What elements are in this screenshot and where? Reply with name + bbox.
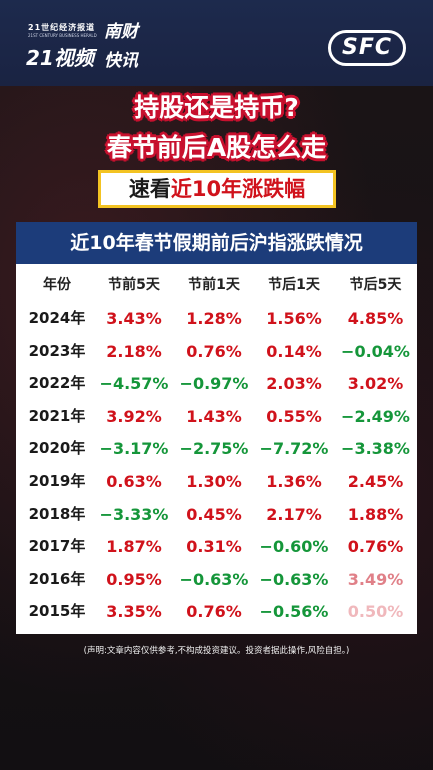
header-post5: 节后5天 bbox=[349, 277, 402, 293]
cell-post5: 2.45% bbox=[347, 472, 404, 491]
cell-pre5: 1.87% bbox=[106, 537, 162, 557]
disclaimer: (声明:文章内容仅供参考,不构成投资建议。投资者据此操作,风险自担。) bbox=[83, 646, 350, 656]
cell-pre5: −3.33% bbox=[99, 504, 169, 524]
cell-pre1: 0.76% bbox=[186, 602, 242, 622]
cell-pre1: 1.28% bbox=[186, 309, 242, 328]
table-row: 2019年 0.63% 1.30% 1.36% 2.45% bbox=[16, 465, 417, 498]
row-year: 2015年 bbox=[28, 602, 86, 621]
cell-pre1: 1.30% bbox=[186, 472, 242, 491]
row-year: 2016年 bbox=[28, 569, 86, 588]
brand-nancai: 南财 bbox=[104, 22, 138, 42]
row-year: 2023年 bbox=[28, 341, 86, 360]
cell-pre5: −3.17% bbox=[99, 439, 169, 459]
cell-post5: 0.76% bbox=[347, 537, 404, 557]
quick-look-prefix: 速看 bbox=[128, 177, 171, 201]
table-row: 2020年 −3.17% −2.75% −7.72% −3.38% bbox=[16, 432, 417, 465]
cell-pre1: 1.43% bbox=[186, 406, 242, 426]
row-year: 2021年 bbox=[28, 406, 86, 425]
row-year: 2019年 bbox=[28, 472, 86, 490]
cell-post1: −0.63% bbox=[259, 569, 329, 589]
table-row: 2023年 2.18% 0.76% 0.14% −0.04% bbox=[16, 335, 417, 368]
header-band bbox=[0, 0, 433, 86]
header-pre5: 节前5天 bbox=[108, 277, 160, 293]
cell-pre1: −0.97% bbox=[179, 374, 249, 394]
cell-pre1: 0.76% bbox=[186, 341, 242, 361]
brand-line1: 21世纪经济报道 bbox=[28, 23, 96, 32]
cell-post5: −2.49% bbox=[341, 406, 410, 426]
row-year: 2018年 bbox=[28, 504, 86, 523]
cell-post1: 0.55% bbox=[266, 406, 322, 426]
table-row: 2018年 −3.33% 0.45% 2.17% 1.88% bbox=[16, 498, 417, 531]
brand-video: 21视频 bbox=[26, 46, 94, 70]
row-year: 2024年 bbox=[28, 309, 86, 327]
cell-post5: 1.88% bbox=[347, 504, 404, 524]
quick-look-highlight: 近10年涨跌幅 bbox=[170, 177, 306, 201]
row-year: 2022年 bbox=[28, 374, 86, 393]
cell-pre5: 3.43% bbox=[106, 309, 162, 328]
cell-pre1: 0.45% bbox=[186, 504, 242, 524]
header-year: 年份 bbox=[43, 277, 71, 293]
cell-pre5: 2.18% bbox=[106, 341, 162, 361]
brand-kuaixun: 快讯 bbox=[104, 51, 138, 71]
table-header-row: 年份 节前5天 节前1天 节后1天 节后5天 bbox=[16, 269, 417, 302]
table-row: 2021年 3.92% 1.43% 0.55% −2.49% bbox=[16, 400, 417, 433]
header-pre1: 节前1天 bbox=[188, 277, 240, 293]
cell-post1: −0.56% bbox=[259, 602, 329, 622]
header-post1: 节后1天 bbox=[268, 277, 320, 293]
cell-post5: 0.50% bbox=[347, 602, 404, 622]
cell-post1: 0.14% bbox=[266, 341, 322, 361]
cell-post1: −0.60% bbox=[259, 537, 329, 557]
quick-look-banner: 速看近10年涨跌幅 bbox=[98, 170, 336, 208]
table-row: 2022年 −4.57% −0.97% 2.03% 3.02% bbox=[16, 367, 417, 400]
headline-line2: 春节前后A股怎么走 bbox=[106, 133, 327, 162]
table-row: 2017年 1.87% 0.31% −0.60% 0.76% bbox=[16, 530, 417, 563]
cell-pre5: 3.35% bbox=[106, 602, 162, 622]
cell-post5: −0.04% bbox=[341, 341, 410, 361]
table-row: 2016年 0.95% −0.63% −0.63% 3.49% bbox=[16, 563, 417, 596]
returns-table: 年份 节前5天 节前1天 节后1天 节后5天 2024年 3.43% 1.28% 1.… bbox=[16, 264, 417, 634]
cell-pre1: 0.31% bbox=[186, 537, 242, 557]
sfc-logo: SFC bbox=[328, 30, 406, 66]
cell-pre5: 0.63% bbox=[106, 472, 162, 491]
table-row: 2024年 3.43% 1.28% 1.56% 4.85% bbox=[16, 302, 417, 335]
row-year: 2017年 bbox=[28, 537, 86, 556]
cell-post1: 1.56% bbox=[266, 309, 322, 328]
cell-post1: 2.03% bbox=[266, 374, 322, 394]
row-year: 2020年 bbox=[28, 439, 86, 458]
cell-post5: 3.02% bbox=[347, 374, 404, 394]
headline-line1: 持股还是持币? bbox=[134, 93, 299, 122]
cell-pre5: −4.57% bbox=[99, 374, 169, 394]
brand-logo: 21世纪经济报道 21ST CENTURY BUSINESS HERALD 21… bbox=[26, 22, 151, 71]
cell-pre1: −2.75% bbox=[179, 439, 249, 459]
cell-post5: 3.49% bbox=[347, 569, 404, 589]
cell-post1: 1.36% bbox=[266, 472, 322, 491]
table-row: 2015年 3.35% 0.76% −0.56% 0.50% bbox=[16, 595, 417, 628]
brand-line2: 21ST CENTURY BUSINESS HERALD bbox=[28, 33, 97, 38]
cell-pre5: 3.92% bbox=[106, 406, 162, 426]
cell-post1: −7.72% bbox=[259, 439, 329, 459]
table-title: 近10年春节假期前后沪指涨跌情况 bbox=[16, 222, 417, 264]
cell-post5: −3.38% bbox=[341, 439, 410, 459]
cell-post5: 4.85% bbox=[347, 309, 404, 328]
cell-post1: 2.17% bbox=[266, 504, 322, 524]
cell-pre1: −0.63% bbox=[179, 569, 249, 589]
cell-pre5: 0.95% bbox=[106, 569, 162, 589]
